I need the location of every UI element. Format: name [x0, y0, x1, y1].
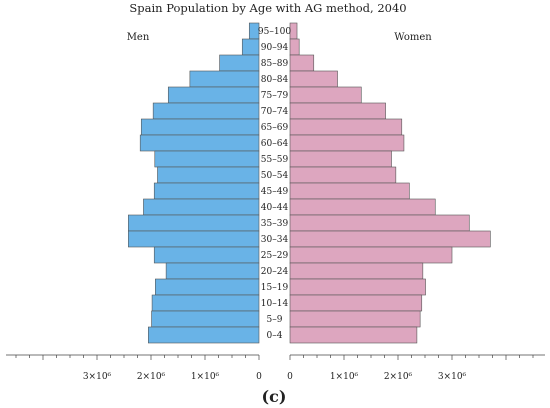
age-group-label: 5–9 — [267, 315, 283, 325]
age-group-label: 25–29 — [261, 251, 289, 261]
women-bar — [289, 118, 403, 136]
men-bar — [148, 326, 260, 344]
age-group-label: 10–14 — [261, 299, 289, 309]
men-bar — [152, 102, 260, 120]
men-tick-label: 1×10⁶ — [191, 372, 220, 382]
men-bar — [154, 150, 260, 168]
women-tick-label: 1×10⁶ — [330, 372, 359, 382]
women-bar — [289, 214, 470, 232]
women-tick-label: 3×10⁶ — [438, 372, 467, 382]
panel-label: (c) — [262, 387, 287, 406]
men-bar — [153, 182, 260, 200]
age-group-label: 60–64 — [261, 139, 289, 149]
women-tick-label: 0 — [287, 372, 293, 382]
men-tick-label: 2×10⁶ — [137, 372, 166, 382]
men-side-label: Men — [127, 32, 150, 43]
men-bar — [189, 70, 260, 88]
women-bar — [289, 278, 426, 296]
women-bar — [289, 294, 423, 312]
women-bar — [289, 310, 421, 328]
age-group-label: 95–100 — [258, 27, 291, 37]
men-bars — [128, 22, 260, 344]
age-group-label: 65–69 — [261, 123, 289, 133]
women-bar — [289, 70, 338, 88]
age-group-label: 70–74 — [261, 107, 289, 117]
age-group-label: 0–4 — [267, 331, 283, 341]
men-bar — [153, 246, 260, 264]
men-bar — [128, 230, 260, 248]
men-bar — [219, 54, 260, 72]
men-bar — [157, 166, 260, 184]
men-bar — [143, 198, 260, 216]
men-tick-label: 0 — [256, 372, 262, 382]
age-group-label: 80–84 — [261, 75, 289, 85]
age-group-label: 75–79 — [261, 91, 289, 101]
women-bar — [289, 150, 392, 168]
women-bar — [289, 246, 453, 264]
women-tick-label: 2×10⁶ — [384, 372, 413, 382]
women-bar — [289, 262, 424, 280]
age-group-label: 40–44 — [261, 203, 289, 213]
women-bar — [289, 326, 418, 344]
men-bar — [165, 262, 260, 280]
age-group-label: 15–19 — [261, 283, 289, 293]
women-bar — [289, 86, 362, 104]
men-bar — [139, 134, 260, 152]
men-bar — [128, 214, 260, 232]
age-group-label: 90–94 — [261, 43, 289, 53]
women-bar — [289, 166, 397, 184]
women-bar — [289, 102, 386, 120]
women-bar — [289, 182, 410, 200]
men-bar — [241, 38, 260, 56]
age-labels: 95–100 90–94 85–89 80–84 75–79 70–74 65–69 60–6… — [258, 27, 291, 341]
women-bar — [289, 54, 315, 72]
men-bar — [140, 118, 260, 136]
women-bar — [289, 38, 300, 56]
women-bar — [289, 134, 405, 152]
age-group-label: 20–24 — [261, 267, 289, 277]
women-bar — [289, 198, 436, 216]
men-bar — [151, 294, 260, 312]
age-group-label: 55–59 — [261, 155, 289, 165]
men-bar — [167, 86, 260, 104]
men-bar — [155, 278, 260, 296]
women-side-label: Women — [394, 32, 432, 43]
age-group-label: 85–89 — [261, 59, 289, 69]
women-bar — [289, 230, 491, 248]
men-bar — [151, 310, 260, 328]
men-tick-label: 3×10⁶ — [83, 372, 112, 382]
age-group-label: 35–39 — [261, 219, 289, 229]
chart-title: Spain Population by Age with AG method, … — [129, 1, 406, 15]
women-bars — [289, 22, 491, 344]
axes: 3×10⁶ 2×10⁶ 1×10⁶ 0 0 1×10⁶ 2×10⁶ 3×10⁶ — [6, 354, 545, 382]
age-group-label: 50–54 — [261, 171, 289, 181]
age-group-label: 30–34 — [261, 235, 289, 245]
age-group-label: 45–49 — [261, 187, 289, 197]
